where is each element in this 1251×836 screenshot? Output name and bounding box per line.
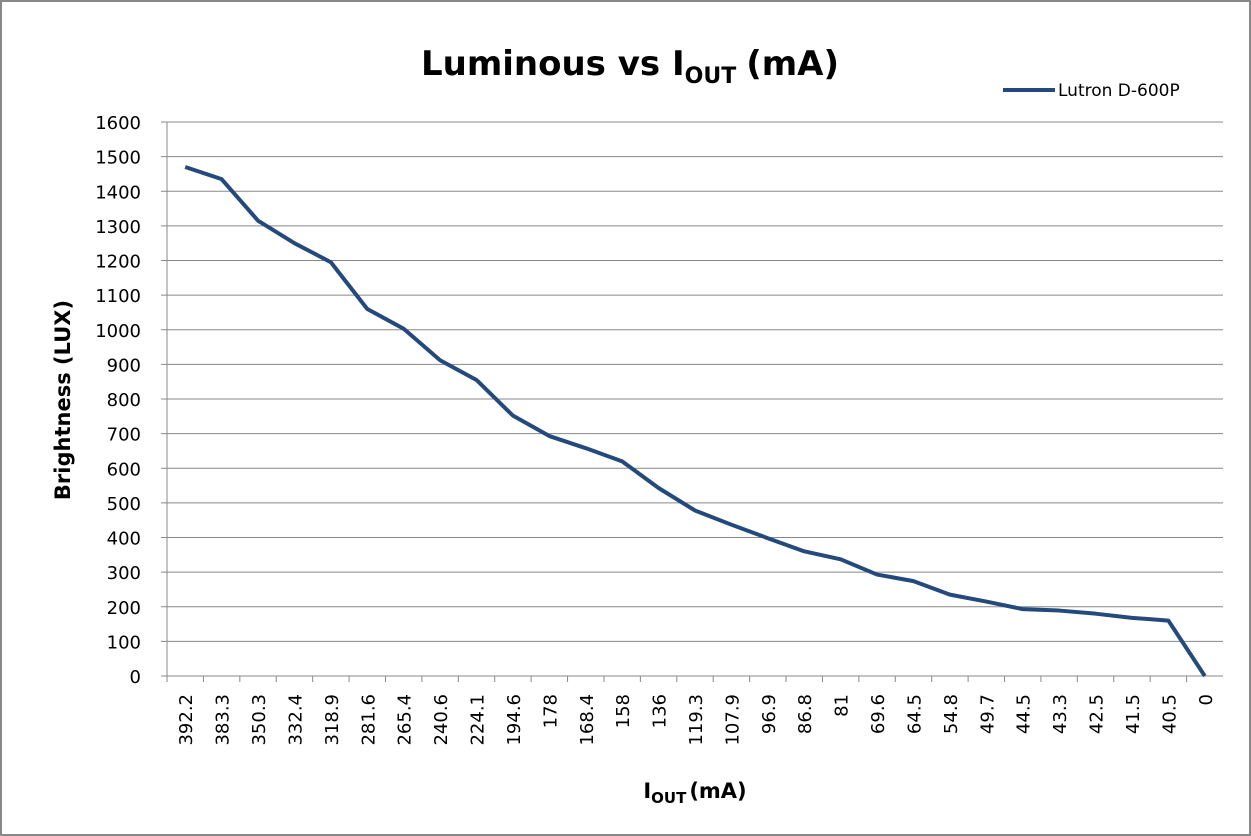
- title-main: Luminous vs I: [421, 44, 685, 84]
- x-tick-label: 178: [540, 694, 561, 728]
- x-tick-label: 41.5: [1123, 694, 1144, 734]
- y-tick-label: 1500: [95, 148, 141, 169]
- y-tick-label: 1200: [95, 252, 141, 273]
- x-tick-label: 332.4: [285, 694, 306, 746]
- x-tick-label: 392.2: [176, 694, 197, 746]
- x-tick-label: 350.3: [249, 694, 270, 746]
- x-tick-label: 158: [613, 694, 634, 728]
- x-tick-label: 96.9: [759, 694, 780, 734]
- y-tick-label: 800: [107, 390, 141, 411]
- x-label-main: I: [643, 779, 651, 803]
- y-tick-label: 1300: [95, 217, 141, 238]
- y-tick-label: 1600: [95, 113, 141, 134]
- x-tick-label: 383.3: [213, 694, 234, 746]
- x-tick-label: 119.3: [686, 694, 707, 746]
- x-tick-label: 86.8: [795, 694, 816, 734]
- x-label-subscript: OUT: [651, 789, 687, 807]
- y-tick-label: 1100: [95, 286, 141, 307]
- x-tick-label: 81: [832, 694, 853, 717]
- x-tick-label: 54.8: [941, 694, 962, 734]
- series-line: [184, 165, 1207, 678]
- y-axis-label: Brightness (LUX): [51, 300, 75, 500]
- title-suffix: (mA): [746, 44, 839, 84]
- chart-title: Luminous vs IOUT (mA): [421, 44, 839, 89]
- y-tick-label: 1400: [95, 182, 141, 203]
- x-tick-label: 194.6: [504, 694, 525, 746]
- y-tick-label: 200: [107, 598, 141, 619]
- x-tick-label: 107.9: [722, 694, 743, 746]
- y-tick-label: 1000: [95, 321, 141, 342]
- legend-label: Lutron D-600P: [1058, 81, 1180, 101]
- x-tick-label: 49.7: [977, 694, 998, 734]
- y-tick-label: 500: [107, 494, 141, 515]
- y-tick-label: 600: [107, 459, 141, 480]
- x-tick-label: 0: [1196, 694, 1217, 705]
- x-tick-label: 43.3: [1050, 694, 1071, 734]
- x-tick-label: 44.5: [1014, 694, 1035, 734]
- y-tick-label: 900: [107, 355, 141, 376]
- y-tick-label: 400: [107, 529, 141, 550]
- y-tick-label: 100: [107, 632, 141, 653]
- x-tick-label: 69.6: [868, 694, 889, 734]
- x-tick-label: 136: [650, 694, 671, 728]
- title-subscript: OUT: [685, 64, 737, 89]
- x-tick-label: 281.6: [358, 694, 379, 746]
- x-tick-label: 265.4: [395, 694, 416, 746]
- x-tick-label: 318.9: [322, 694, 343, 746]
- y-tick-label: 700: [107, 425, 141, 446]
- x-tick-label: 224.1: [468, 694, 489, 746]
- x-tick-label: 168.4: [577, 694, 598, 746]
- y-tick-label: 300: [107, 563, 141, 584]
- x-tick-label: 240.6: [431, 694, 452, 746]
- x-axis-label: IOUT (mA): [643, 779, 746, 807]
- x-tick-label: 42.5: [1087, 694, 1108, 734]
- x-tick-label: 64.5: [904, 694, 925, 734]
- y-tick-label: 0: [130, 667, 141, 688]
- x-tick-label: 40.5: [1159, 694, 1180, 734]
- x-label-suffix: (mA): [689, 779, 746, 803]
